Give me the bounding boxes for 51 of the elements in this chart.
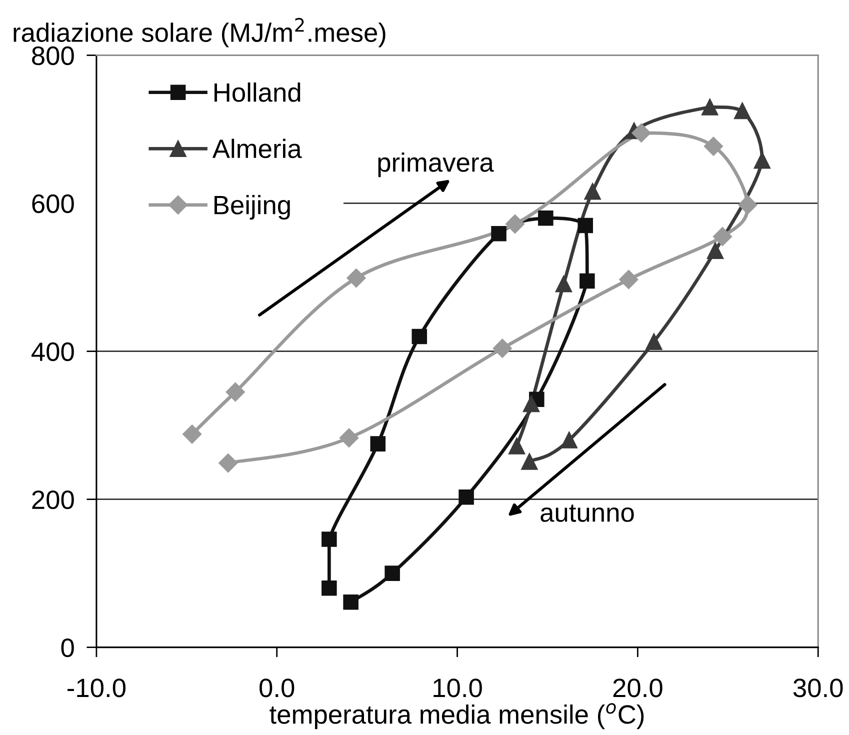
point	[578, 218, 594, 234]
annotation: primavera	[378, 152, 494, 178]
annotation: autunno	[540, 504, 634, 522]
point	[505, 214, 525, 234]
point	[491, 226, 506, 242]
point	[339, 428, 359, 448]
legend-label: Holland	[214, 82, 300, 102]
point	[522, 396, 540, 412]
legend-label: Beijing	[214, 195, 290, 220]
point	[619, 270, 638, 290]
point	[754, 152, 770, 169]
point	[322, 532, 337, 547]
point	[322, 580, 337, 596]
point	[412, 328, 428, 344]
x-tick-label: 10.0	[434, 678, 482, 698]
point	[458, 489, 474, 505]
y-tick-label: 0	[61, 638, 74, 658]
point	[734, 102, 751, 120]
x-axis-title: temperatura media mensile ($^{o}$C)	[270, 703, 644, 730]
y-tick-label: 800	[32, 46, 74, 66]
x-tick-label: 20.0	[613, 678, 662, 698]
point	[560, 432, 578, 448]
x-tick-label: 30.0	[793, 678, 843, 698]
point	[702, 98, 718, 116]
point	[538, 210, 554, 226]
point	[704, 136, 723, 156]
y-axis-title: radiazione solare (MJ/m$^{2}$.mese)	[14, 18, 386, 48]
x-tick-label: 0.0	[260, 678, 294, 698]
point	[738, 195, 758, 214]
point	[555, 276, 572, 292]
point	[632, 123, 651, 143]
point	[712, 227, 732, 246]
point	[508, 438, 526, 454]
y-tick-label: 600	[32, 194, 74, 214]
point	[226, 382, 245, 402]
y-tick-label: 200	[32, 490, 74, 510]
point	[343, 594, 358, 610]
legend-label: Almeria	[212, 138, 302, 158]
point	[492, 338, 512, 358]
point	[370, 436, 386, 452]
x-tick-label: -10.0	[68, 678, 126, 698]
point	[706, 242, 724, 259]
point	[580, 273, 595, 289]
point	[384, 566, 400, 581]
point	[646, 333, 662, 350]
point	[218, 454, 238, 473]
point	[182, 424, 202, 444]
point	[346, 268, 366, 288]
point	[584, 183, 601, 200]
y-tick-label: 400	[32, 342, 74, 362]
point	[521, 453, 538, 470]
